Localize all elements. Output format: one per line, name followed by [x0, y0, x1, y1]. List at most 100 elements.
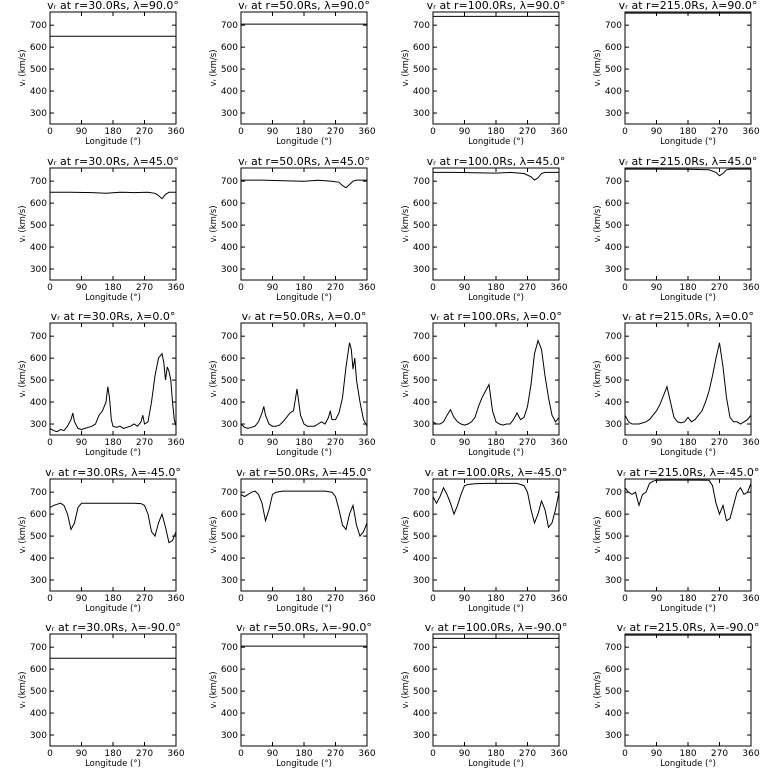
x-tick-label: 90	[459, 749, 471, 759]
x-tick-label: 0	[238, 438, 244, 448]
x-axis-label: Longitude (°)	[85, 759, 141, 768]
x-tick-label: 180	[104, 749, 121, 759]
x-tick-label: 90	[267, 127, 279, 137]
chart-title: vᵣ at r=215.0Rs, λ=90.0°	[619, 0, 758, 12]
x-tick-label: 270	[136, 749, 153, 759]
y-tick-label: 500	[30, 221, 47, 231]
chart-panel: vᵣ at r=100.0Rs, λ=45.0° 0 90 180 270 360 300 4…	[401, 155, 568, 303]
chart-title: vᵣ at r=215.0Rs, λ=0.0°	[622, 310, 754, 323]
x-axis-label: Longitude (°)	[660, 604, 716, 614]
y-tick-label: 500	[605, 532, 622, 542]
x-tick-label: 360	[358, 438, 375, 448]
y-tick-label: 400	[221, 398, 238, 408]
x-tick-label: 180	[487, 127, 504, 137]
y-tick-label: 400	[413, 243, 430, 253]
x-axis-label: Longitude (°)	[660, 448, 716, 458]
y-tick-label: 600	[221, 510, 238, 520]
x-tick-label: 270	[711, 594, 728, 604]
plot-frame	[49, 478, 177, 592]
x-axis-label: Longitude (°)	[276, 293, 332, 303]
x-axis-label: Longitude (°)	[276, 759, 332, 768]
y-tick-label: 700	[605, 332, 622, 342]
chart-panel: vᵣ at r=100.0Rs, λ=-45.0° 0 90 180 270 360 300…	[401, 466, 568, 614]
x-tick-label: 360	[167, 127, 184, 137]
x-tick-label: 270	[711, 438, 728, 448]
chart-title: vᵣ at r=50.0Rs, λ=45.0°	[238, 155, 370, 168]
y-tick-label: 700	[30, 21, 47, 31]
x-tick-label: 270	[327, 283, 344, 293]
x-tick-label: 360	[358, 127, 375, 137]
y-axis-label: vᵣ (km/s)	[209, 516, 219, 553]
y-tick-label: 700	[221, 643, 238, 653]
chart-title: vᵣ at r=30.0Rs, λ=-90.0°	[45, 621, 181, 634]
y-tick-label: 500	[605, 221, 622, 231]
chart-panel: vᵣ at r=50.0Rs, λ=45.0° 0 90 180 270 360 300 40…	[209, 155, 376, 303]
y-tick-label: 500	[413, 532, 430, 542]
y-tick-label: 400	[605, 398, 622, 408]
y-tick-label: 600	[605, 43, 622, 53]
x-tick-label: 360	[742, 127, 759, 137]
x-tick-label: 0	[47, 594, 53, 604]
y-tick-label: 400	[30, 709, 47, 719]
x-axis-label: Longitude (°)	[276, 448, 332, 458]
x-tick-label: 180	[487, 283, 504, 293]
y-tick-label: 500	[605, 687, 622, 697]
y-tick-label: 600	[413, 510, 430, 520]
y-tick-label: 500	[413, 65, 430, 75]
y-tick-label: 700	[605, 21, 622, 31]
y-tick-label: 600	[30, 665, 47, 675]
y-tick-label: 400	[221, 554, 238, 564]
x-axis-label: Longitude (°)	[276, 604, 332, 614]
x-tick-label: 270	[519, 438, 536, 448]
y-tick-label: 300	[221, 731, 238, 741]
y-tick-label: 500	[413, 376, 430, 386]
x-tick-label: 180	[487, 594, 504, 604]
plot-frame	[49, 322, 177, 436]
y-tick-label: 300	[221, 265, 238, 275]
y-tick-label: 600	[30, 510, 47, 520]
x-tick-label: 90	[267, 283, 279, 293]
y-tick-label: 300	[30, 420, 47, 430]
y-tick-label: 500	[221, 532, 238, 542]
x-tick-label: 360	[550, 749, 567, 759]
y-tick-label: 700	[605, 488, 622, 498]
y-tick-label: 300	[605, 576, 622, 586]
x-tick-label: 180	[295, 749, 312, 759]
y-tick-label: 700	[413, 177, 430, 187]
x-tick-label: 270	[711, 283, 728, 293]
x-axis-label: Longitude (°)	[468, 604, 524, 614]
x-tick-label: 180	[679, 283, 696, 293]
y-tick-label: 300	[605, 420, 622, 430]
y-axis-label: vᵣ (km/s)	[401, 360, 411, 397]
x-axis-label: Longitude (°)	[468, 759, 524, 768]
y-tick-label: 700	[221, 21, 238, 31]
x-tick-label: 180	[679, 749, 696, 759]
y-tick-label: 600	[30, 43, 47, 53]
y-tick-label: 600	[605, 354, 622, 364]
x-tick-label: 360	[742, 594, 759, 604]
x-tick-label: 180	[295, 594, 312, 604]
y-tick-label: 500	[413, 687, 430, 697]
plot-frame	[624, 167, 752, 281]
x-tick-label: 360	[550, 283, 567, 293]
x-tick-label: 90	[651, 127, 663, 137]
y-tick-label: 600	[413, 43, 430, 53]
x-tick-label: 0	[622, 283, 628, 293]
y-tick-label: 600	[221, 354, 238, 364]
y-tick-label: 500	[413, 221, 430, 231]
x-tick-label: 0	[622, 594, 628, 604]
plot-frame	[624, 11, 752, 125]
y-axis-label: vᵣ (km/s)	[18, 205, 28, 242]
y-tick-label: 300	[413, 576, 430, 586]
x-tick-label: 270	[136, 594, 153, 604]
y-tick-label: 700	[30, 332, 47, 342]
y-tick-label: 400	[221, 87, 238, 97]
x-tick-label: 270	[519, 749, 536, 759]
y-tick-label: 400	[30, 243, 47, 253]
x-tick-label: 0	[622, 749, 628, 759]
x-tick-label: 360	[167, 594, 184, 604]
y-tick-label: 400	[413, 398, 430, 408]
x-tick-label: 90	[651, 438, 663, 448]
x-tick-label: 90	[76, 283, 88, 293]
y-tick-label: 600	[605, 199, 622, 209]
